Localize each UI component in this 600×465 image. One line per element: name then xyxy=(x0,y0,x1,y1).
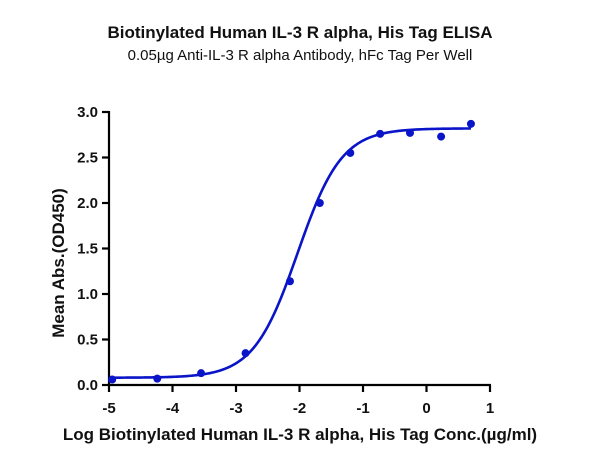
x-tick-label: -1 xyxy=(356,400,369,417)
y-tick-label: 0.0 xyxy=(77,377,98,394)
x-tick-label: 0 xyxy=(422,400,430,417)
x-tick-label: -3 xyxy=(229,400,242,417)
plot-area: 0.0 0.5 1.0 1.5 2.0 2.5 3.0 -5 -4 -3 -2 -1 0 1 xyxy=(77,104,494,417)
y-axis-label: Mean Abs.(OD450) xyxy=(49,188,68,338)
x-axis-ticks: -5 -4 -3 -2 -1 0 1 xyxy=(102,385,494,417)
data-point xyxy=(285,277,294,286)
y-axis-ticks: 0.0 0.5 1.0 1.5 2.0 2.5 3.0 xyxy=(77,104,109,394)
data-point xyxy=(405,128,414,137)
data-point xyxy=(466,119,475,128)
data-point xyxy=(108,375,117,384)
chart-title: Biotinylated Human IL-3 R alpha, His Tag… xyxy=(107,23,492,42)
y-tick-label: 1.0 xyxy=(77,286,98,303)
data-point xyxy=(346,148,355,157)
fit-curve xyxy=(112,127,471,379)
data-point xyxy=(241,349,250,358)
data-point xyxy=(197,369,206,378)
x-axis-label: Log Biotinylated Human IL-3 R alpha, His… xyxy=(63,425,537,444)
x-tick-label: -5 xyxy=(102,400,115,417)
data-point xyxy=(315,199,324,207)
x-tick-label: -2 xyxy=(293,400,306,417)
y-tick-label: 0.5 xyxy=(77,332,98,349)
data-point xyxy=(376,129,385,138)
x-tick-label: -4 xyxy=(166,400,180,417)
chart-subtitle: 0.05µg Anti-IL-3 R alpha Antibody, hFc T… xyxy=(128,47,473,64)
y-tick-label: 1.5 xyxy=(77,241,98,258)
data-point xyxy=(437,132,446,141)
data-point xyxy=(153,374,162,383)
x-tick-label: 1 xyxy=(486,400,494,417)
data-points xyxy=(108,119,475,384)
y-tick-label: 2.0 xyxy=(77,195,98,212)
y-tick-label: 3.0 xyxy=(77,104,98,121)
y-tick-label: 2.5 xyxy=(77,150,98,167)
